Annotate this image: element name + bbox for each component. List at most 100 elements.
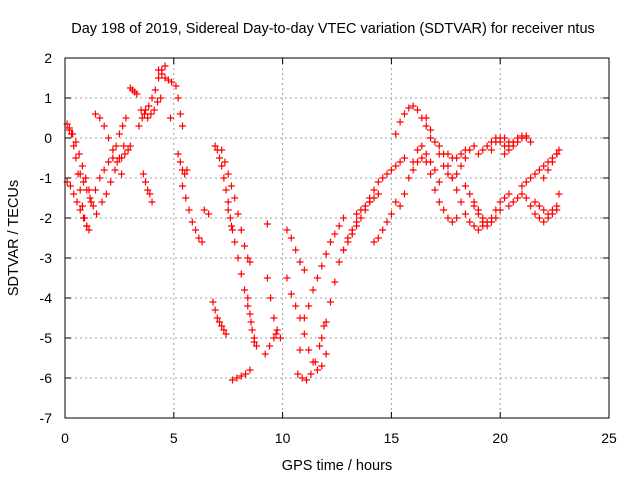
data-point	[105, 134, 113, 142]
y-tick-label: -5	[40, 330, 53, 346]
data-point	[435, 142, 443, 150]
series-28	[300, 214, 348, 322]
data-point	[387, 166, 395, 174]
data-point	[348, 230, 356, 238]
data-point	[335, 222, 343, 230]
data-point	[195, 234, 203, 242]
series-20	[224, 206, 258, 342]
series-39	[444, 142, 478, 162]
data-point	[318, 362, 326, 370]
data-point	[227, 182, 235, 190]
data-point	[483, 222, 491, 230]
data-point	[107, 178, 115, 186]
data-point	[215, 154, 223, 162]
data-point	[200, 206, 208, 214]
data-point	[298, 374, 306, 382]
data-point	[300, 314, 308, 322]
data-point	[78, 162, 86, 170]
data-point	[496, 198, 504, 206]
data-point	[79, 214, 87, 222]
data-point	[250, 338, 258, 346]
data-point	[168, 78, 176, 86]
data-point	[531, 198, 539, 206]
data-point	[263, 274, 271, 282]
data-point	[409, 102, 417, 110]
data-point	[87, 198, 95, 206]
data-point	[361, 202, 369, 210]
data-point	[405, 174, 413, 182]
data-point	[431, 138, 439, 146]
data-point	[100, 122, 108, 130]
series-49	[167, 114, 304, 354]
data-point	[427, 126, 435, 134]
series-36	[409, 154, 461, 226]
data-point	[316, 342, 324, 350]
data-point	[374, 190, 382, 198]
series-14	[172, 82, 187, 130]
data-point	[548, 158, 556, 166]
data-point	[387, 210, 395, 218]
data-point	[242, 370, 250, 378]
data-point	[246, 258, 254, 266]
data-point	[540, 174, 548, 182]
data-point	[457, 150, 465, 158]
data-point	[120, 142, 128, 150]
data-point	[261, 350, 269, 358]
data-point	[241, 286, 249, 294]
data-point	[144, 114, 152, 122]
data-point	[226, 214, 234, 222]
data-point	[326, 238, 334, 246]
data-point	[470, 202, 478, 210]
y-tick-label: -4	[40, 290, 53, 306]
data-point	[211, 142, 219, 150]
data-point	[89, 202, 97, 210]
data-point	[237, 270, 245, 278]
data-point	[167, 114, 175, 122]
data-point	[474, 226, 482, 234]
data-point	[318, 262, 326, 270]
data-point	[215, 318, 223, 326]
data-point	[296, 258, 304, 266]
data-point	[414, 106, 422, 114]
data-point	[320, 322, 328, 330]
data-point	[244, 254, 252, 262]
data-point	[234, 210, 242, 218]
data-point	[300, 266, 308, 274]
series-37	[422, 114, 469, 182]
data-point	[435, 178, 443, 186]
data-point	[540, 162, 548, 170]
data-point	[357, 214, 365, 222]
data-point	[535, 166, 543, 174]
data-point	[273, 326, 281, 334]
y-tick-label: 2	[44, 50, 52, 66]
data-point	[379, 174, 387, 182]
data-point	[311, 358, 319, 366]
data-point	[292, 246, 300, 254]
data-point	[283, 274, 291, 282]
data-point	[396, 118, 404, 126]
series-27	[294, 322, 328, 384]
data-point	[392, 162, 400, 170]
data-point	[158, 70, 166, 78]
data-point	[331, 278, 339, 286]
series-26	[283, 274, 330, 374]
data-point	[244, 302, 252, 310]
data-point	[518, 182, 526, 190]
data-point	[145, 102, 153, 110]
data-point	[220, 326, 228, 334]
series-42	[474, 134, 513, 158]
series-48	[540, 146, 563, 182]
data-point	[444, 150, 452, 158]
series-46	[518, 150, 561, 190]
data-points	[63, 62, 563, 384]
plot-frame	[64, 57, 610, 419]
data-point	[292, 302, 300, 310]
data-point	[322, 318, 330, 326]
series-47	[531, 190, 563, 218]
series-30	[340, 198, 374, 254]
data-point	[83, 222, 91, 230]
data-point	[229, 376, 237, 384]
data-point	[392, 130, 400, 138]
data-point	[514, 134, 522, 142]
data-point	[318, 334, 326, 342]
